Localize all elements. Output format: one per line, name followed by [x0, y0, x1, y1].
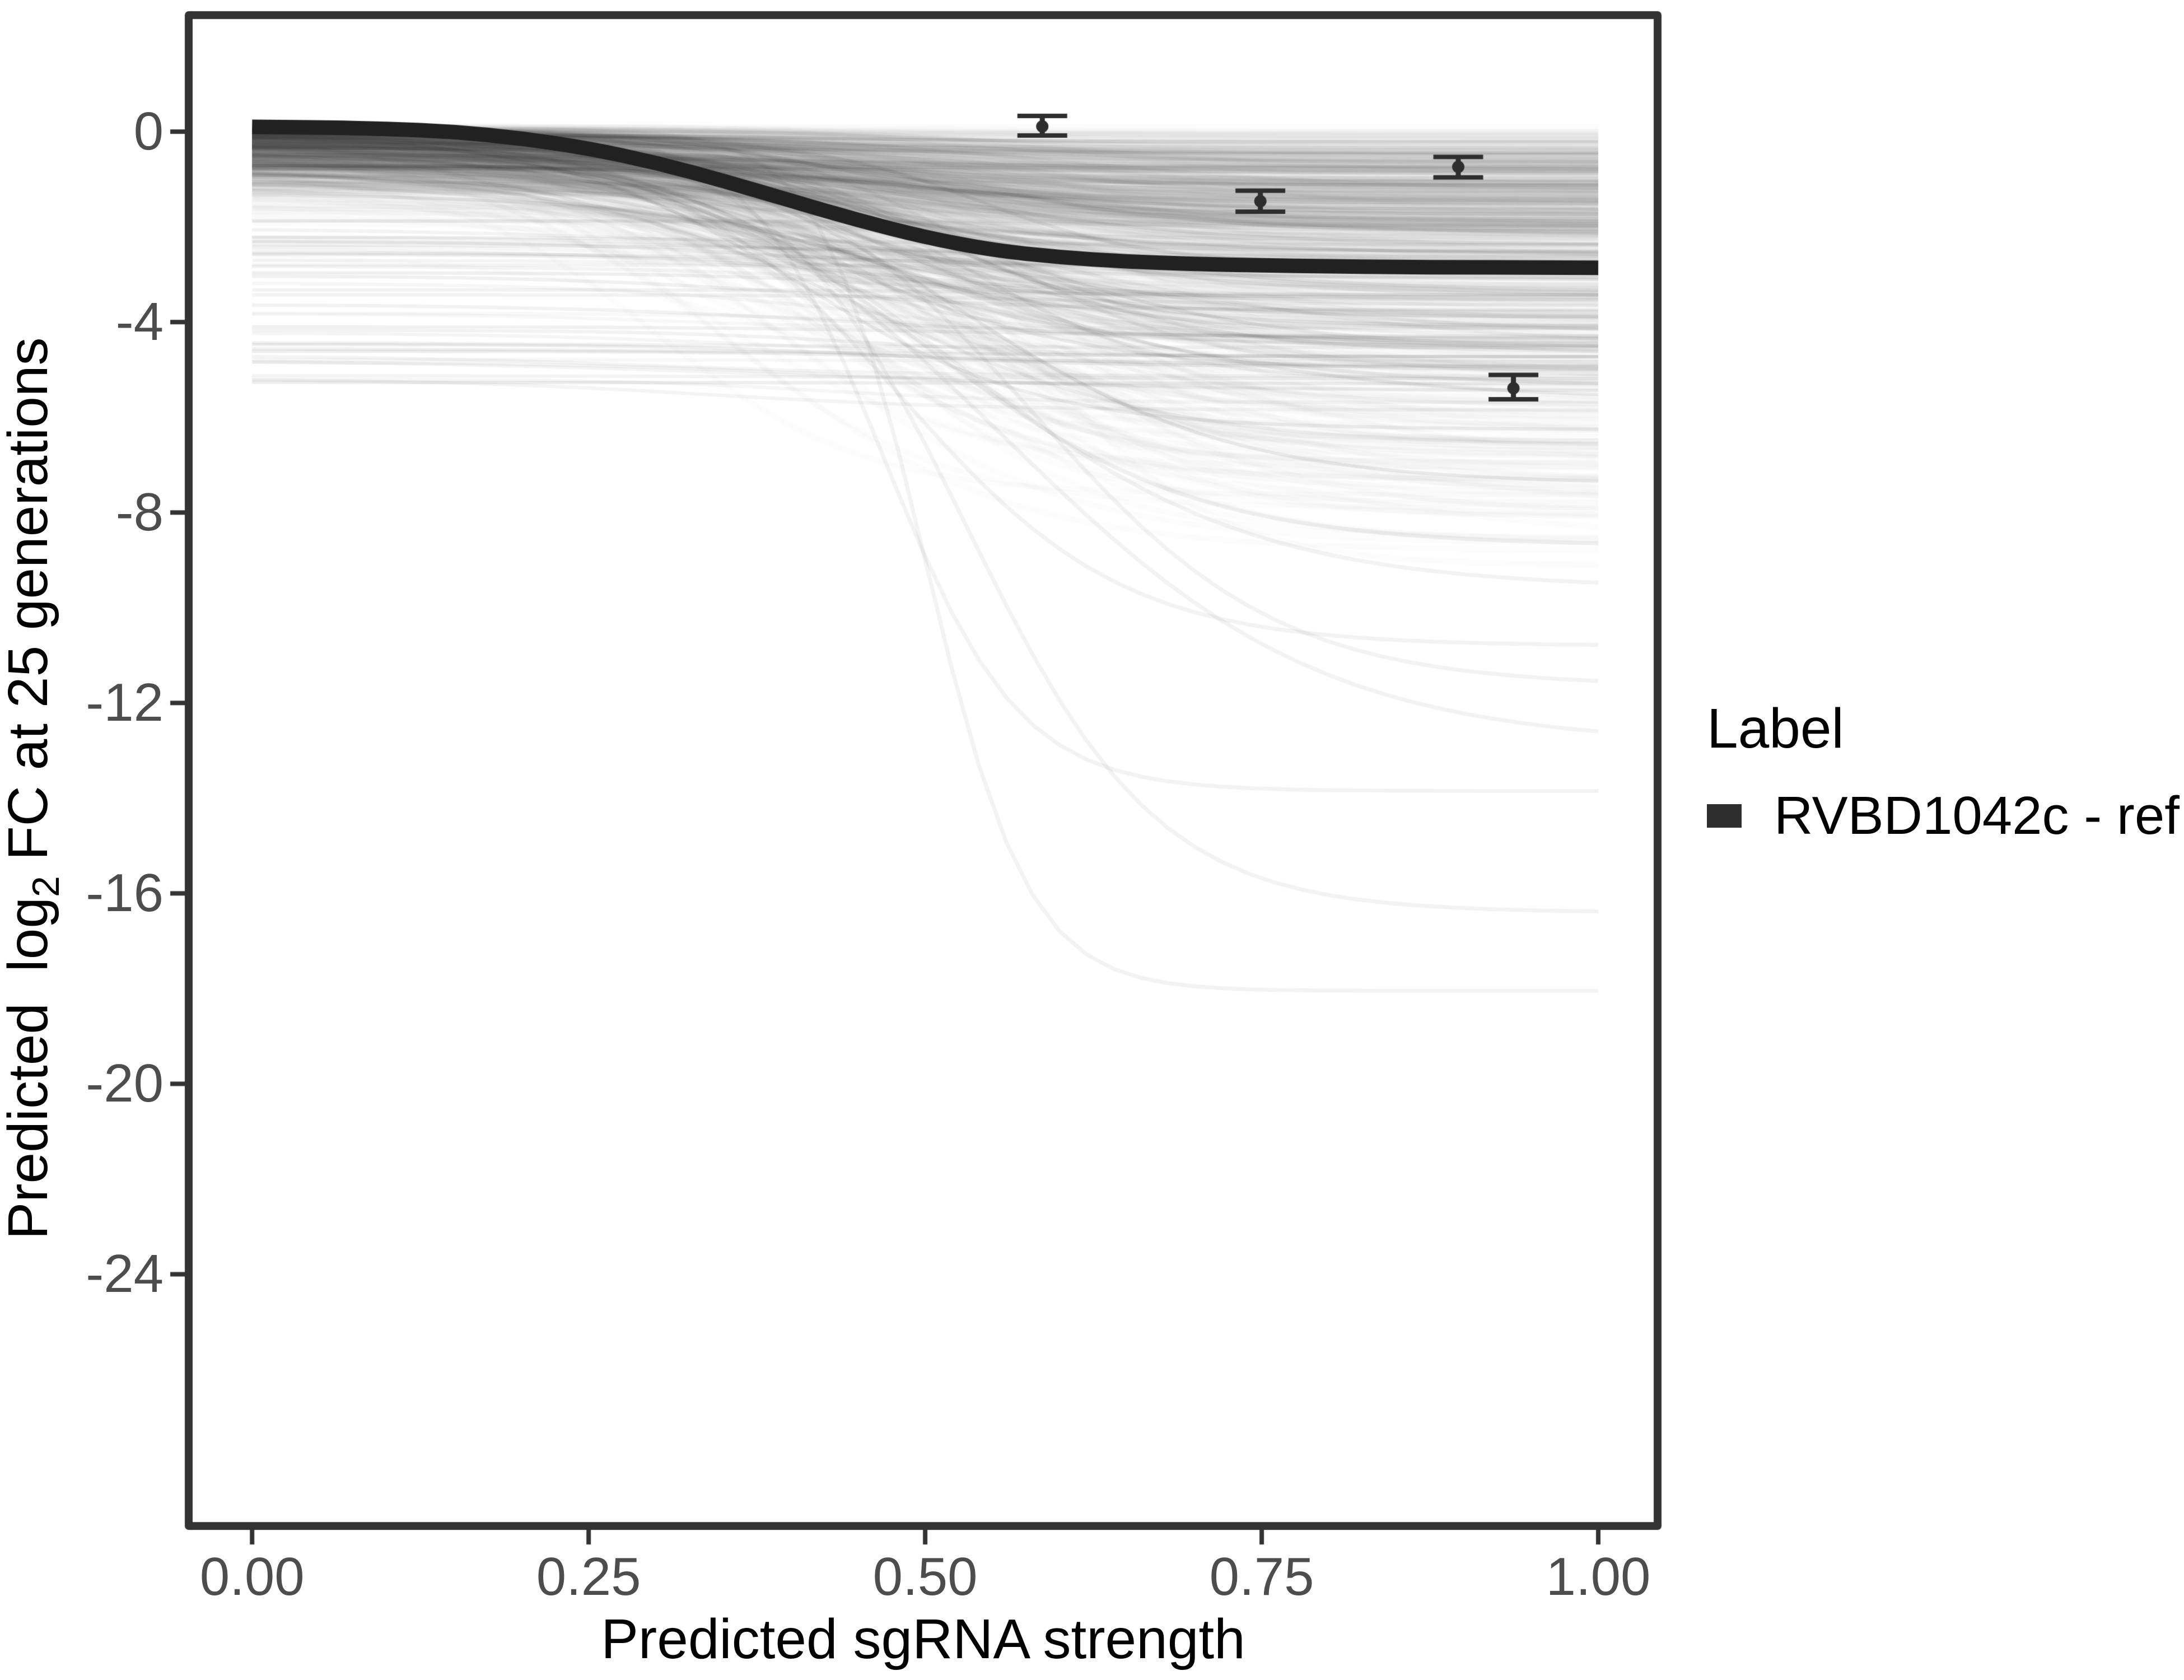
legend-entry: RVBD1042c - ref: [1707, 788, 2180, 843]
y-tick-label: -8: [115, 482, 164, 543]
y-tick-label: 0: [133, 101, 164, 162]
y-tick-label: -12: [86, 673, 164, 733]
x-tick-label: 0.50: [872, 1547, 978, 1607]
y-axis-title-suffix: FC at 25 generations: [0, 337, 59, 876]
y-tick-label: -24: [86, 1244, 164, 1304]
x-tick-label: 0.00: [199, 1547, 305, 1607]
legend: Label RVBD1042c - ref: [1707, 700, 2180, 843]
x-tick-label: 1.00: [1546, 1547, 1651, 1607]
legend-title: Label: [1707, 697, 1844, 760]
x-tick-label: 0.25: [536, 1547, 641, 1607]
y-axis-title: Predicted log2 FC at 25 generations: [0, 338, 77, 1240]
y-tick-label: -20: [86, 1053, 164, 1114]
y-tick-label: -4: [115, 292, 164, 352]
x-axis-title: Predicted sgRNA strength: [601, 1608, 1245, 1670]
y-axis-title-prefix: Predicted log: [0, 897, 59, 1240]
legend-key-swatch: [1707, 804, 1742, 828]
legend-entry-label: RVBD1042c - ref: [1774, 786, 2180, 846]
y-tick-label: -16: [86, 863, 164, 923]
y-axis-title-subscript: 2: [25, 876, 67, 898]
x-tick-label: 0.75: [1209, 1547, 1314, 1607]
